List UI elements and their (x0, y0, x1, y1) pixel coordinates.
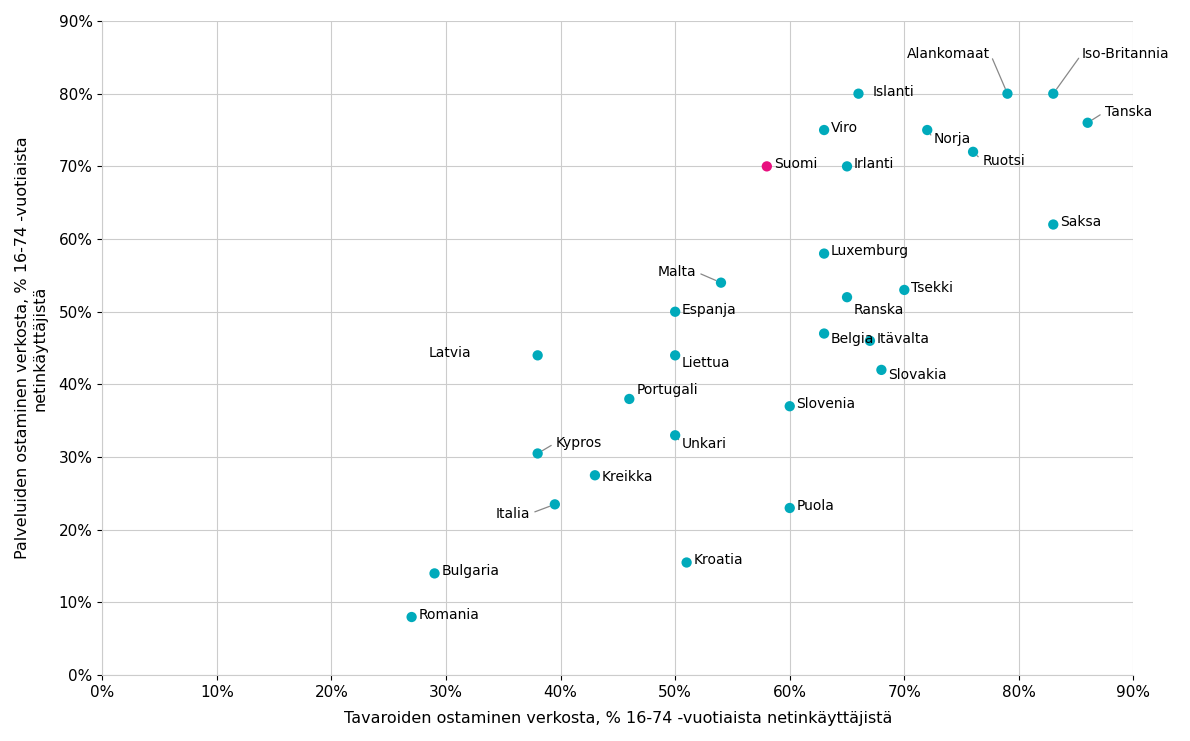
Text: Viro: Viro (831, 121, 858, 135)
Point (665, 429, 684, 441)
Text: Tsekki: Tsekki (912, 281, 953, 295)
Text: Slovenia: Slovenia (796, 397, 856, 411)
Text: Islanti: Islanti (872, 84, 914, 99)
Point (677, 556, 696, 568)
Point (585, 469, 605, 481)
Text: Alankomaat: Alankomaat (907, 47, 990, 61)
Text: Malta: Malta (657, 265, 696, 279)
Point (895, 284, 914, 296)
Point (545, 499, 564, 511)
Point (848, 87, 868, 99)
Point (838, 161, 857, 173)
Text: Belgia: Belgia (831, 332, 875, 345)
Text: Saksa: Saksa (1060, 216, 1102, 229)
Text: Slovakia: Slovakia (888, 368, 947, 382)
Text: Luxemburg: Luxemburg (831, 245, 909, 259)
Point (781, 400, 800, 412)
Text: Portugali: Portugali (637, 382, 697, 396)
Text: Iso-Britannia: Iso-Britannia (1082, 47, 1170, 61)
Point (860, 335, 879, 347)
Point (528, 448, 547, 459)
Text: Kypros: Kypros (556, 436, 602, 450)
Text: Kreikka: Kreikka (602, 470, 653, 484)
Point (665, 350, 684, 362)
Point (402, 611, 421, 623)
X-axis label: Tavaroiden ostaminen verkosta, % 16-74 -vuotiaista netinkäyttäjistä: Tavaroiden ostaminen verkosta, % 16-74 -… (344, 711, 892, 726)
Point (872, 364, 891, 376)
Text: Itävalta: Itävalta (877, 332, 929, 345)
Point (1044, 219, 1063, 230)
Point (815, 247, 834, 259)
Text: Kroatia: Kroatia (694, 554, 743, 568)
Text: Latvia: Latvia (428, 346, 471, 360)
Point (620, 393, 639, 405)
Point (1078, 117, 1097, 129)
Point (757, 161, 776, 173)
Point (964, 146, 983, 158)
Point (665, 306, 684, 318)
Text: Liettua: Liettua (682, 356, 731, 370)
Point (917, 124, 937, 136)
Text: Puola: Puola (796, 499, 834, 513)
Point (1044, 87, 1063, 99)
Text: Irlanti: Irlanti (854, 157, 894, 171)
Point (712, 276, 731, 288)
Text: Romania: Romania (419, 608, 480, 622)
Point (781, 502, 800, 514)
Point (815, 328, 834, 339)
Text: Espanja: Espanja (682, 302, 737, 316)
Point (815, 124, 834, 136)
Point (838, 291, 857, 303)
Text: Unkari: Unkari (682, 437, 727, 451)
Text: Ruotsi: Ruotsi (982, 153, 1025, 167)
Text: Ranska: Ranska (854, 302, 904, 316)
Text: Tanska: Tanska (1104, 105, 1152, 119)
Point (528, 350, 547, 362)
Y-axis label: Palveluiden ostaminen verkosta, % 16-74 -vuotiaista
netinkäyttäjistä: Palveluiden ostaminen verkosta, % 16-74 … (15, 137, 48, 559)
Point (998, 87, 1017, 99)
Text: Suomi: Suomi (774, 157, 818, 171)
Text: Norja: Norja (934, 133, 971, 147)
Text: Italia: Italia (495, 507, 530, 521)
Text: Bulgaria: Bulgaria (441, 564, 500, 578)
Point (425, 568, 444, 579)
